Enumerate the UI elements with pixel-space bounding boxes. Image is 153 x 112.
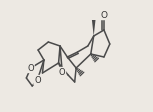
Text: O: O: [101, 11, 107, 19]
Text: O: O: [59, 68, 65, 76]
Text: O: O: [27, 64, 34, 72]
Text: O: O: [34, 75, 41, 84]
Polygon shape: [92, 20, 95, 36]
